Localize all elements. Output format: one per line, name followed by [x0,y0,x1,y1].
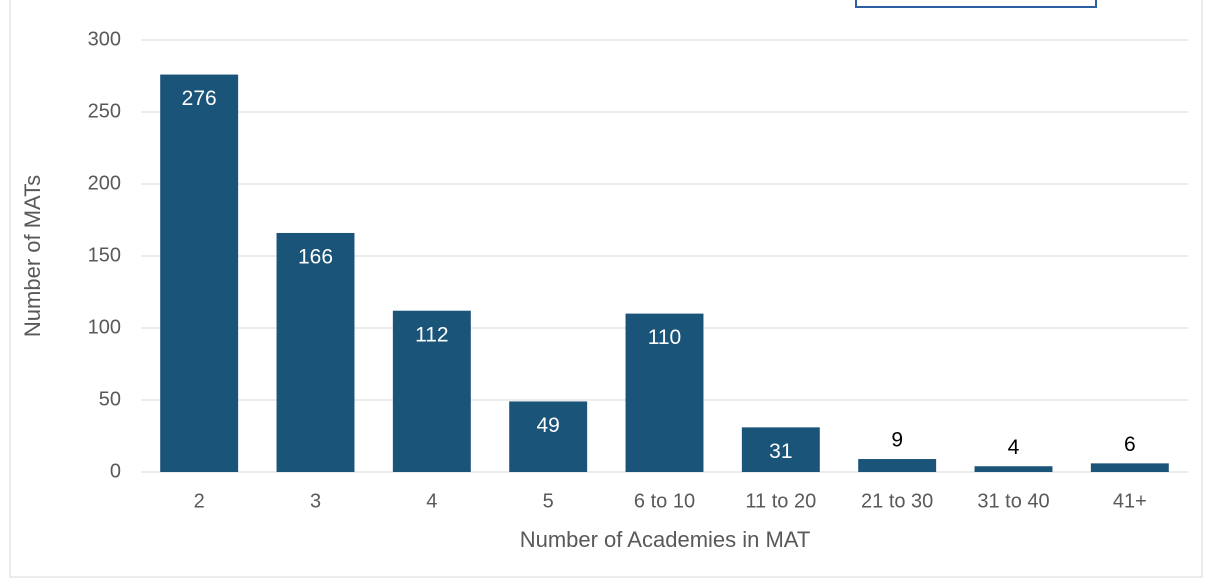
y-tick-label: 200 [88,172,121,194]
x-tick-label: 3 [310,490,321,512]
x-tick-label: 5 [543,490,554,512]
x-tick-label: 11 to 20 [745,490,816,512]
x-tick-label: 41+ [1113,490,1147,512]
bar [1090,463,1169,472]
y-tick-label: 0 [110,460,121,482]
x-tick-label: 6 to 10 [634,490,695,512]
bar [741,427,820,472]
data-label: 276 [182,87,217,110]
y-tick-label: 150 [88,244,121,266]
y-tick-label: 100 [88,316,121,338]
data-label: 9 [891,429,903,452]
bar [276,232,355,472]
chart-frame [9,0,1203,578]
x-tick-label: 21 to 30 [861,490,933,512]
bar [858,459,937,472]
x-tick-label: 2 [194,490,205,512]
y-tick-label: 300 [88,28,121,50]
x-tick-label: 31 to 40 [977,490,1049,512]
bar [509,401,588,472]
x-tick-label: 4 [426,490,437,512]
y-tick-label: 250 [88,100,121,122]
bar [392,310,471,472]
x-axis-label: Number of Academies in MAT [520,527,811,552]
bar [625,313,704,472]
data-label: 112 [415,323,448,346]
data-label: 110 [648,326,681,349]
bar [974,466,1053,472]
data-label: 31 [769,440,792,463]
data-label: 6 [1124,433,1136,456]
bar [160,74,239,472]
data-label: 49 [536,414,559,437]
link-box [855,0,1097,8]
y-axis-label: Number of MATs [20,175,45,337]
data-label: 166 [298,246,333,269]
data-label: 4 [1008,436,1020,459]
y-tick-label: 50 [99,388,121,410]
